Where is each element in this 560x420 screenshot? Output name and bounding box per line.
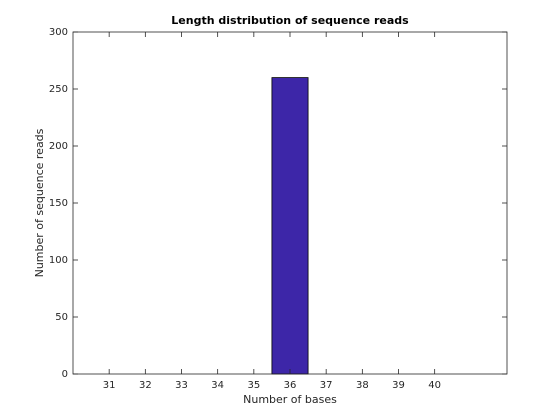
- y-axis-label: Number of sequence reads: [33, 128, 46, 277]
- x-tick-label: 38: [356, 380, 369, 391]
- x-tick-label: 34: [211, 380, 224, 391]
- x-tick-label: 32: [139, 380, 152, 391]
- bar: [271, 77, 309, 375]
- x-tick-label: 31: [103, 380, 116, 391]
- chart-title: Length distribution of sequence reads: [171, 14, 409, 27]
- y-tick-label: 0: [62, 369, 68, 380]
- y-tick-label: 150: [49, 198, 68, 209]
- x-tick-label: 35: [247, 380, 260, 391]
- y-tick-label: 50: [55, 312, 68, 323]
- y-tick-label: 300: [49, 27, 68, 38]
- y-tick-label: 250: [49, 84, 68, 95]
- y-tick-label: 200: [49, 141, 68, 152]
- x-tick-label: 33: [175, 380, 188, 391]
- x-tick-label: 39: [392, 380, 405, 391]
- y-tick-label: 100: [49, 255, 68, 266]
- x-tick-label: 36: [284, 380, 297, 391]
- x-tick-label: 37: [320, 380, 333, 391]
- x-tick-label: 40: [428, 380, 441, 391]
- x-axis-label: Number of bases: [243, 393, 337, 406]
